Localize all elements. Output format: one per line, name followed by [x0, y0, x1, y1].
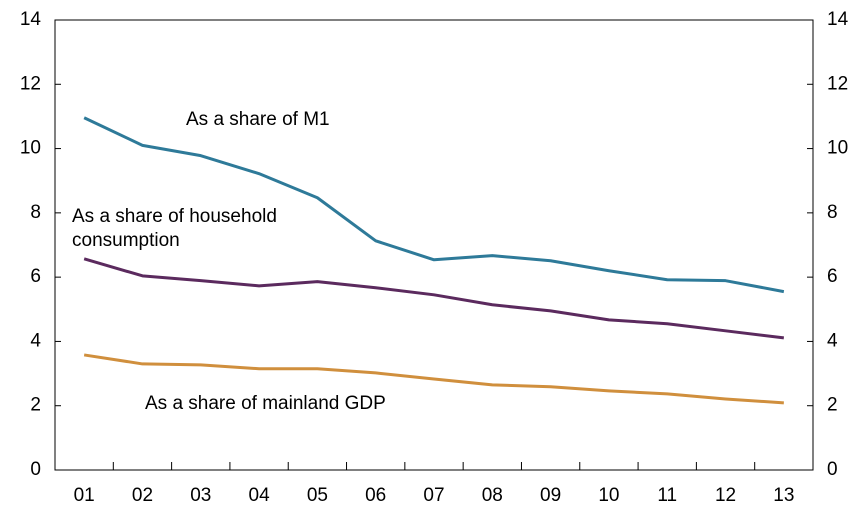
y2-tick-label: 0: [827, 459, 838, 480]
x-tick-label: 08: [482, 485, 503, 506]
line-series: [83, 116, 785, 294]
series-label: As a share of M1: [186, 109, 330, 130]
x-tick-label: 07: [423, 485, 444, 506]
x-tick-label: 02: [132, 485, 153, 506]
x-tick-label: 04: [249, 485, 271, 506]
x-tick-label: 05: [307, 485, 328, 506]
x-tick-label: 03: [190, 485, 211, 506]
x-tick-label: 10: [598, 485, 619, 506]
x-tick-label: 09: [540, 485, 561, 506]
y-tick-label: 4: [30, 330, 41, 351]
y-tick-label: 6: [30, 266, 41, 287]
plot-frame: [54, 19, 814, 471]
x-tick-label: 11: [657, 485, 677, 506]
series-label: As a share of household consumption: [72, 206, 277, 251]
y-tick-label: 12: [20, 73, 41, 94]
y2-tick-label: 2: [827, 395, 838, 416]
y2-tick-label: 10: [827, 138, 848, 159]
y-tick-label: 0: [30, 459, 41, 480]
y-tick-label: 8: [30, 202, 41, 223]
y2-tick-label: 14: [827, 9, 849, 30]
x-tick-label: 13: [773, 485, 794, 506]
x-tick-label: 06: [365, 485, 386, 506]
y2-tick-label: 8: [827, 202, 838, 223]
y-tick-label: 2: [30, 395, 41, 416]
y2-tick-label: 12: [827, 73, 848, 94]
y2-tick-label: 6: [827, 266, 838, 287]
y-tick-label: 10: [20, 138, 41, 159]
series-label: As a share of mainland GDP: [145, 393, 386, 414]
y2-tick-label: 4: [827, 330, 838, 351]
x-tick-label: 12: [715, 485, 736, 506]
y-tick-label: 14: [20, 9, 42, 30]
line-series: [83, 353, 784, 405]
line-series: [83, 257, 785, 340]
x-tick-label: 01: [74, 485, 95, 506]
